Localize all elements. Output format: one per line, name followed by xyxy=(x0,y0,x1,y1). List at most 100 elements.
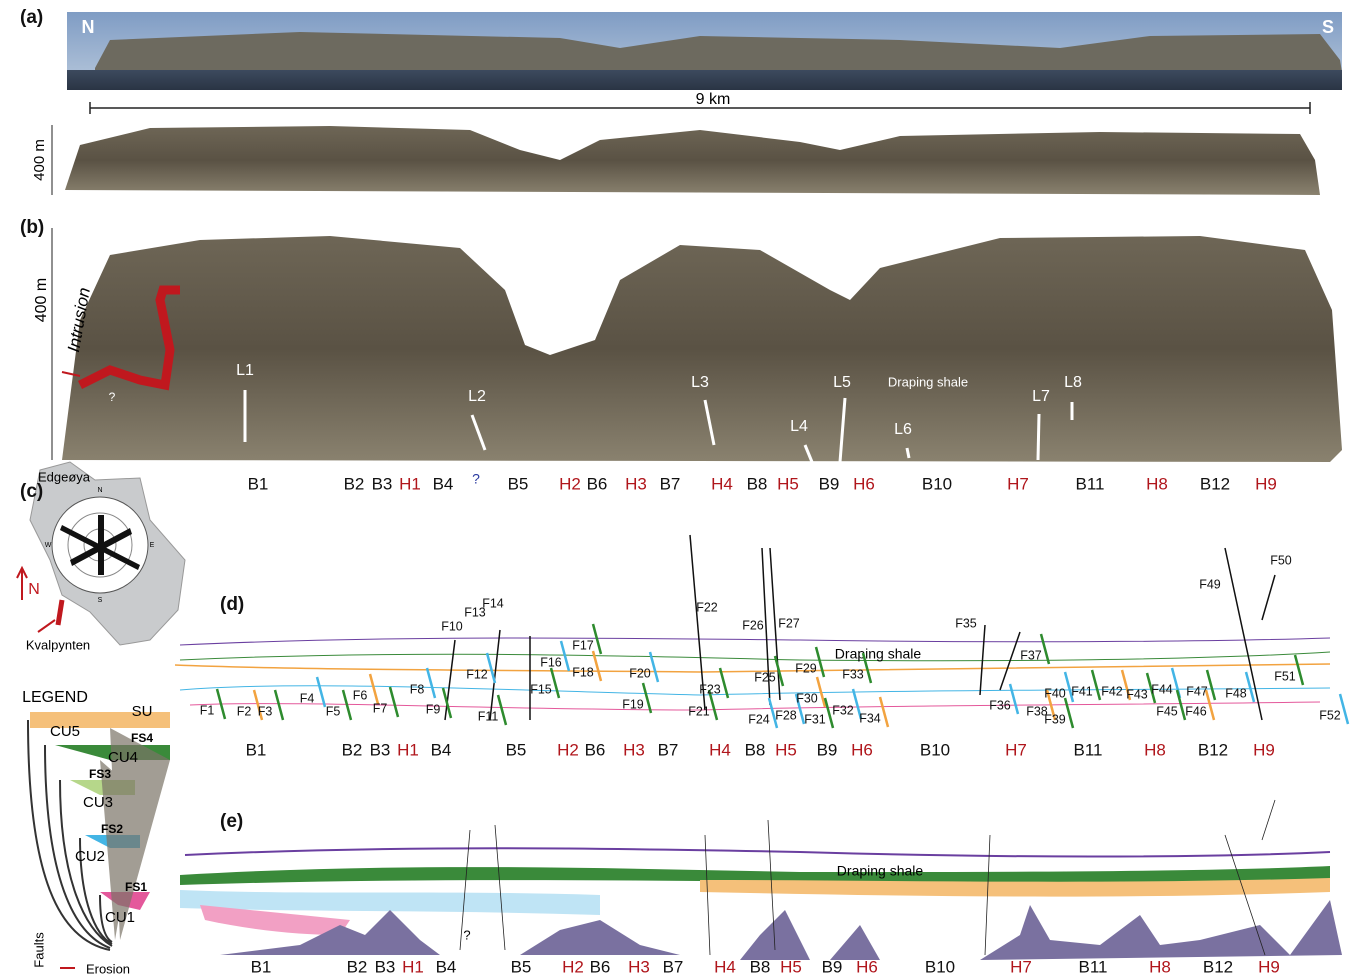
fault-label: F10 xyxy=(441,619,463,633)
fault-label: F39 xyxy=(1044,712,1066,726)
unit-label: B2 xyxy=(344,474,365,493)
unit-label: B2 xyxy=(347,957,368,976)
draping-shale: Draping shale xyxy=(837,863,924,879)
unit-label: B6 xyxy=(587,474,608,493)
legend-surface: FS4 xyxy=(131,731,153,745)
unit-label: H4 xyxy=(714,957,736,976)
unit-label: B1 xyxy=(246,740,267,759)
fault-label: F4 xyxy=(300,691,315,705)
unit-label: B2 xyxy=(342,740,363,759)
fault-label: F23 xyxy=(699,682,721,696)
fault-trace xyxy=(1065,698,1073,728)
intrusion-query: ? xyxy=(109,390,116,404)
unit-label: H4 xyxy=(709,740,731,759)
legend-unit: CU1 xyxy=(105,909,135,926)
fault-label: F29 xyxy=(795,661,817,675)
north-label: N xyxy=(28,581,40,598)
fault-label: F6 xyxy=(353,688,368,702)
unit-label: B7 xyxy=(663,957,684,976)
surface-line xyxy=(175,664,1330,672)
fault-label: F43 xyxy=(1126,687,1148,701)
fault-label: F24 xyxy=(748,712,770,726)
fault-label: F7 xyxy=(373,701,388,715)
fault-label: F15 xyxy=(530,682,552,696)
surface-line xyxy=(185,848,1330,856)
fault-label: F47 xyxy=(1186,684,1208,698)
unit-label: B12 xyxy=(1198,740,1228,759)
unit-label: B11 xyxy=(1074,740,1103,759)
log-line xyxy=(907,448,909,458)
height-label: 400 m xyxy=(33,278,50,322)
locality-mark xyxy=(58,600,62,625)
fault-trace xyxy=(593,624,601,654)
fault-trace xyxy=(1177,690,1185,720)
fault-label: F41 xyxy=(1071,684,1093,698)
fault-label: F40 xyxy=(1044,686,1066,700)
legend-faults: Faults xyxy=(31,932,46,968)
unit-label: H8 xyxy=(1144,740,1166,759)
fault-trace xyxy=(1295,655,1303,685)
fault-label: F35 xyxy=(955,616,977,630)
unit-label: H9 xyxy=(1253,740,1275,759)
fault-label: F25 xyxy=(754,670,776,684)
panel-label: (b) xyxy=(20,217,44,238)
unit-label: B3 xyxy=(372,474,393,493)
fault-trace xyxy=(317,677,325,707)
unit-label: B4 xyxy=(436,957,457,976)
legend-unit: CU3 xyxy=(83,794,113,811)
fault-trace xyxy=(720,668,728,698)
north-arrow xyxy=(17,568,27,600)
unit-label: H6 xyxy=(851,740,873,759)
fault-trace xyxy=(1041,634,1049,664)
line-label: L7 xyxy=(1032,388,1050,405)
legend-surface: FS2 xyxy=(101,822,123,836)
draping-shale: Draping shale xyxy=(888,374,968,389)
fault-label: F11 xyxy=(478,709,499,723)
fault-trace xyxy=(643,683,651,713)
rose-label: N xyxy=(97,487,102,494)
fault-label: F19 xyxy=(622,697,644,711)
fault-trace xyxy=(275,690,283,720)
unit-label: H6 xyxy=(853,474,875,493)
photo-cliff xyxy=(62,236,1342,462)
rose-label: S xyxy=(98,597,103,604)
fault-label: F34 xyxy=(859,711,881,725)
unit-label: H7 xyxy=(1007,474,1029,493)
line-label: L6 xyxy=(894,421,912,438)
fault-trace xyxy=(1340,694,1348,724)
unit-label: H8 xyxy=(1146,474,1168,493)
height-label: 400 m xyxy=(31,139,48,181)
unit-label: B7 xyxy=(658,740,679,759)
fault-label: F1 xyxy=(200,703,215,717)
legend-erosion: Erosion xyxy=(86,961,130,976)
fault-label: F18 xyxy=(572,665,594,679)
unit-label: B9 xyxy=(819,474,840,493)
fault-label: F30 xyxy=(796,691,818,705)
cliff-silhouette xyxy=(95,32,1342,72)
unit-label: B10 xyxy=(920,740,950,759)
rose-label: W xyxy=(45,542,52,549)
fault-label: F17 xyxy=(572,638,594,652)
rose-label: E xyxy=(150,542,155,549)
unit-label: B9 xyxy=(817,740,838,759)
fault-label: F26 xyxy=(742,618,764,632)
panel-label: (e) xyxy=(220,811,243,832)
fault-trace xyxy=(880,697,888,727)
fault-trace xyxy=(370,674,378,704)
fault-label: F37 xyxy=(1020,648,1042,662)
unit-label: B10 xyxy=(922,474,952,493)
unit-label: H5 xyxy=(777,474,799,493)
unit-label: H9 xyxy=(1255,474,1277,493)
unit-label: H2 xyxy=(562,957,584,976)
unit-label: B1 xyxy=(251,957,272,976)
legend-unit: CU5 xyxy=(50,723,80,740)
unit-label: B4 xyxy=(433,474,454,493)
unit-label: B6 xyxy=(590,957,611,976)
unit-label: B11 xyxy=(1076,474,1105,493)
unit-label: B6 xyxy=(585,740,606,759)
fault-trace xyxy=(498,695,506,725)
figure: (a)(b)(c)(d)(e)NS9 km400 m400 mIntrusion… xyxy=(0,0,1357,980)
fault-trace xyxy=(817,677,825,707)
draping-shale: Draping shale xyxy=(835,646,922,662)
unit-label: B5 xyxy=(508,474,529,493)
